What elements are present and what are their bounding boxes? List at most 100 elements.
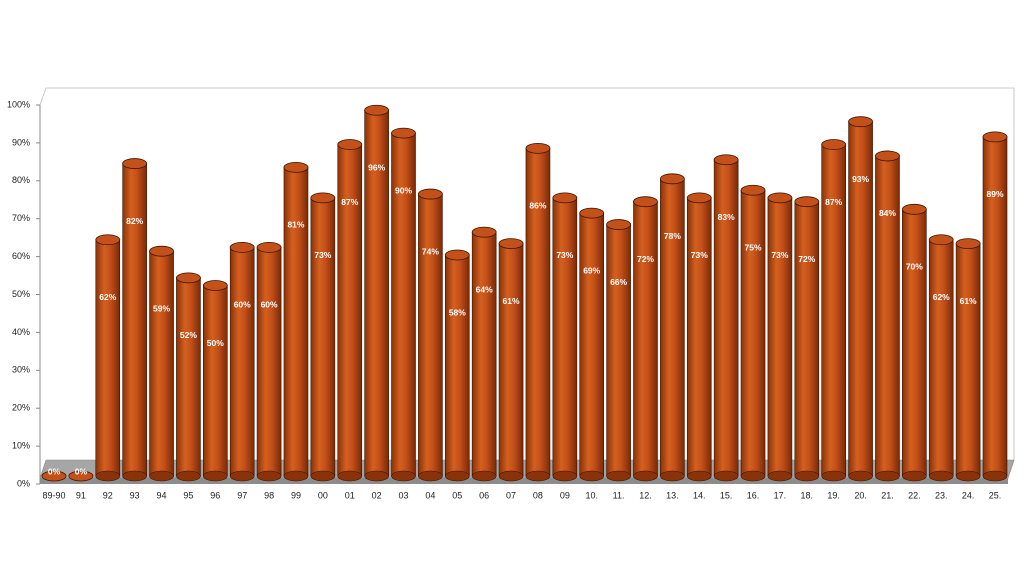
value-label: 61% — [960, 296, 977, 306]
value-label: 72% — [637, 254, 654, 264]
x-tick-label: 02 — [372, 490, 382, 500]
bar-body — [498, 243, 524, 477]
bar-top — [821, 139, 847, 150]
bar — [686, 192, 712, 482]
bar-bottom — [633, 470, 658, 482]
bar-top — [552, 192, 578, 204]
bar-body — [444, 254, 470, 477]
bar-body — [660, 178, 685, 477]
bar — [713, 154, 739, 482]
bar-body — [364, 109, 389, 477]
value-label: 0% — [75, 466, 88, 476]
x-tick-label: 16. — [747, 490, 760, 500]
bar-body — [982, 136, 1008, 477]
bar — [471, 226, 497, 482]
x-tick-label: 05 — [452, 490, 462, 500]
bar-top — [901, 203, 927, 215]
bar — [875, 150, 900, 482]
bar — [95, 234, 121, 482]
bar-top — [498, 238, 524, 249]
bar-body — [418, 193, 443, 477]
value-label: 82% — [126, 216, 143, 226]
bar-body — [821, 144, 846, 477]
x-tick-label: 22. — [908, 490, 921, 500]
bar-bottom — [982, 470, 1008, 482]
x-tick-label: 03 — [399, 490, 409, 500]
bar-bottom — [149, 470, 174, 482]
value-label: 73% — [556, 250, 573, 260]
x-tick-label: 99 — [291, 490, 301, 500]
bar-top — [606, 219, 631, 230]
bar-top — [391, 127, 416, 139]
x-tick-label: 19. — [827, 490, 840, 500]
value-label: 75% — [745, 243, 762, 253]
bar — [633, 196, 658, 482]
floor-edge — [40, 478, 1008, 484]
bar — [256, 241, 282, 482]
bar — [767, 192, 793, 482]
bar-body — [203, 285, 228, 477]
bar-bottom — [740, 470, 766, 482]
bar-bottom — [875, 470, 900, 482]
bar-body — [471, 231, 497, 477]
bar-top — [471, 226, 497, 238]
bar-body — [579, 212, 605, 477]
bar-bottom — [283, 470, 309, 482]
bar-bottom — [471, 470, 497, 482]
bar-top — [686, 192, 712, 204]
bar — [552, 192, 578, 482]
bar-body — [149, 250, 174, 477]
bar-bottom — [444, 470, 470, 482]
bar-top — [176, 272, 201, 284]
bar-body — [767, 197, 793, 477]
value-label: 74% — [422, 246, 439, 256]
x-tick-label: 25. — [989, 490, 1002, 500]
value-label: 62% — [933, 292, 950, 302]
bar-body — [740, 189, 766, 477]
bar-top — [525, 142, 551, 154]
bar — [310, 192, 336, 482]
bar-bottom — [203, 470, 228, 482]
bar-bottom — [579, 470, 605, 482]
x-tick-label: 08 — [533, 490, 543, 500]
bar-body — [606, 224, 631, 477]
x-tick-label: 92 — [103, 490, 113, 500]
y-tick-label: 80% — [12, 175, 30, 185]
x-tick-label: 17. — [774, 490, 787, 500]
bar-top — [229, 241, 255, 253]
value-label: 0% — [48, 466, 61, 476]
bar-body — [794, 201, 820, 477]
x-tick-label: 91 — [76, 490, 86, 500]
bar — [417, 188, 443, 482]
bar-bottom — [848, 470, 873, 482]
x-tick-label: 07 — [506, 490, 516, 500]
bar-top — [713, 154, 739, 166]
bar-top — [417, 188, 443, 200]
bar — [444, 249, 470, 482]
bar — [525, 142, 551, 482]
x-tick-label: 21. — [881, 490, 894, 500]
x-tick-label: 97 — [237, 490, 247, 500]
bar-top — [41, 470, 67, 482]
value-label: 60% — [234, 300, 251, 310]
bar-bottom — [902, 470, 927, 482]
bar-top — [364, 104, 390, 116]
bar-body — [337, 144, 363, 477]
bar-top — [633, 196, 658, 208]
value-label: 89% — [986, 189, 1003, 199]
x-tick-label: 24. — [962, 490, 975, 500]
bar-bottom — [955, 470, 981, 482]
bar-body — [633, 201, 658, 477]
value-label: 50% — [207, 338, 224, 348]
value-label: 93% — [852, 174, 869, 184]
x-tick-label: 00 — [318, 490, 328, 500]
x-tick-label: 95 — [183, 490, 193, 500]
bar-body — [310, 197, 336, 477]
bar — [283, 161, 309, 482]
bar-bottom — [310, 470, 336, 482]
x-tick-label: 14. — [693, 490, 706, 500]
bar-bottom — [256, 470, 282, 482]
bar — [579, 207, 605, 482]
bar-top — [982, 131, 1008, 143]
